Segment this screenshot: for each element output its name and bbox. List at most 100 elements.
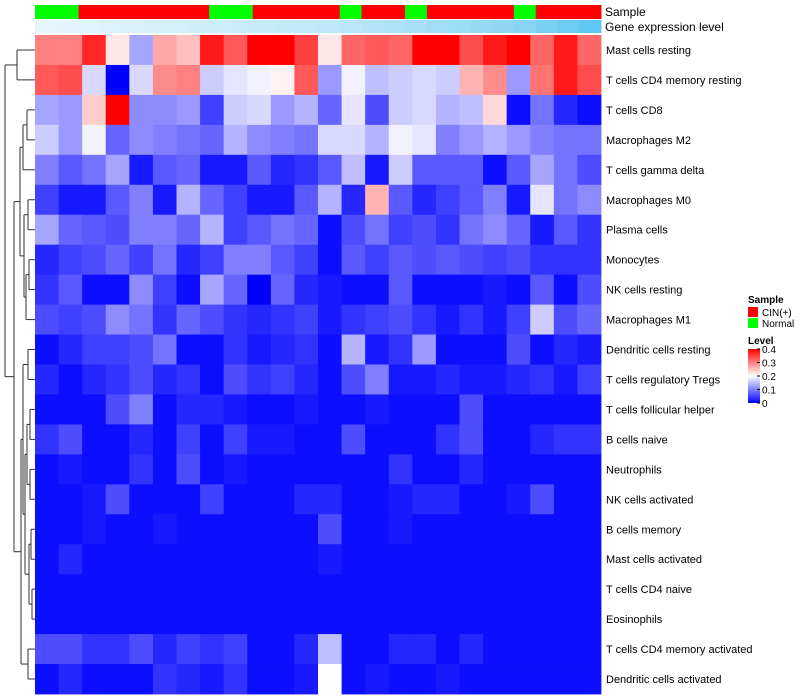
heatmap-cell — [223, 394, 248, 425]
heatmap-cell — [412, 35, 437, 66]
heatmap-cell — [176, 364, 201, 395]
heatmap-cell — [152, 424, 177, 455]
heatmap-cell — [577, 574, 602, 605]
legend-sample-label: Normal — [762, 319, 794, 330]
heatmap-cell — [270, 634, 295, 665]
gene-expression-annotation-cell — [274, 20, 297, 33]
heatmap-cell — [152, 154, 177, 186]
gene-expression-annotation-cell — [361, 20, 384, 33]
sample-annotation-cell — [535, 5, 558, 19]
sample-annotation-cell — [405, 5, 428, 19]
heatmap-cell — [435, 364, 460, 395]
heatmap-cell — [152, 544, 177, 575]
heatmap-cell — [129, 184, 154, 216]
heatmap-cell — [294, 574, 319, 605]
heatmap-cell — [58, 154, 83, 186]
heatmap-cell — [318, 334, 342, 365]
gene-expression-annotation-cell — [165, 20, 188, 33]
heatmap-cell — [247, 154, 272, 186]
heatmap-cell — [553, 574, 578, 605]
heatmap-cell — [435, 35, 460, 66]
heatmap-cell — [58, 604, 83, 635]
heatmap-cell — [388, 664, 413, 695]
heatmap-cell — [294, 184, 319, 216]
heatmap-cell — [58, 244, 83, 276]
heatmap-cell — [341, 364, 366, 395]
heatmap-cell — [247, 514, 272, 545]
heatmap-cell — [412, 484, 437, 515]
heatmap-cell — [577, 514, 602, 545]
row-label: Dendritic cells activated — [606, 674, 722, 686]
heatmap-cell — [435, 634, 460, 665]
heatmap-cell — [318, 64, 342, 96]
heatmap-cell — [388, 244, 413, 276]
heatmap-cell — [58, 454, 83, 485]
sample-annotation-cell — [339, 5, 363, 19]
heatmap-cell — [553, 334, 578, 365]
heatmap-cell — [459, 274, 484, 305]
heatmap-cell — [294, 394, 319, 425]
heatmap-cell — [82, 424, 107, 455]
heatmap-cell — [200, 184, 225, 216]
sample-annotation-cell — [492, 5, 515, 19]
heatmap-cell — [530, 184, 555, 216]
heatmap-cell — [200, 304, 225, 335]
heatmap-cell — [105, 604, 130, 635]
heatmap-cell — [223, 304, 248, 335]
sample-annotation-cell — [100, 5, 123, 19]
heatmap-cell — [82, 64, 107, 96]
gene-expression-annotation-cell — [318, 20, 341, 33]
row-label: T cells CD4 naive — [606, 584, 692, 596]
heatmap-cell — [341, 544, 366, 575]
heatmap-cell — [247, 214, 272, 246]
heatmap-cell — [341, 214, 366, 246]
heatmap-cell — [483, 514, 508, 545]
heatmap-cell — [318, 274, 342, 305]
heatmap-cell — [129, 304, 154, 335]
heatmap-cell — [129, 424, 154, 455]
heatmap-cell — [365, 184, 390, 216]
heatmap-cell — [200, 364, 225, 395]
heatmap-cell — [270, 484, 295, 515]
gene-expression-annotation-cell — [252, 20, 275, 33]
heatmap-cell — [530, 94, 555, 126]
gene-expression-annotation-cell — [35, 20, 58, 33]
heatmap-cell — [58, 634, 83, 665]
heatmap-cell — [412, 364, 437, 395]
heatmap-cell — [176, 334, 201, 365]
heatmap-cell — [553, 154, 578, 186]
sample-annotation-cell — [579, 5, 602, 19]
heatmap-cell — [577, 604, 602, 635]
heatmap-cell — [270, 364, 295, 395]
heatmap-cell — [82, 94, 107, 126]
heatmap-cell — [176, 124, 201, 156]
sample-annotation-cell — [122, 5, 145, 19]
heatmap-cell — [506, 394, 531, 425]
heatmap-cell — [129, 634, 154, 665]
legend-sample-swatch — [748, 318, 758, 328]
heatmap-cell — [553, 304, 578, 335]
heatmap-cell — [506, 664, 531, 695]
heatmap-cell — [341, 454, 366, 485]
heatmap-cell — [459, 394, 484, 425]
heatmap-cell — [506, 184, 531, 216]
row-label: Monocytes — [606, 255, 660, 267]
row-dendrogram — [4, 49, 35, 680]
heatmap-cell — [105, 424, 130, 455]
heatmap-cell — [129, 124, 154, 156]
gene-expression-annotation-cell — [296, 20, 319, 33]
row-label: T cells regulatory Tregs — [606, 374, 721, 386]
heatmap-cell — [435, 574, 460, 605]
heatmap-cell — [412, 214, 437, 246]
heatmap-cell — [318, 364, 342, 395]
heatmap-cell — [82, 544, 107, 575]
heatmap-cell — [577, 124, 602, 156]
heatmap-cell — [553, 364, 578, 395]
heatmap-cell — [176, 274, 201, 305]
heatmap-cell — [577, 334, 602, 365]
heatmap-cell — [459, 64, 484, 96]
heatmap-cell — [82, 484, 107, 515]
heatmap-cell — [58, 424, 83, 455]
heatmap-cell — [152, 274, 177, 305]
heatmap-cell — [223, 274, 248, 305]
